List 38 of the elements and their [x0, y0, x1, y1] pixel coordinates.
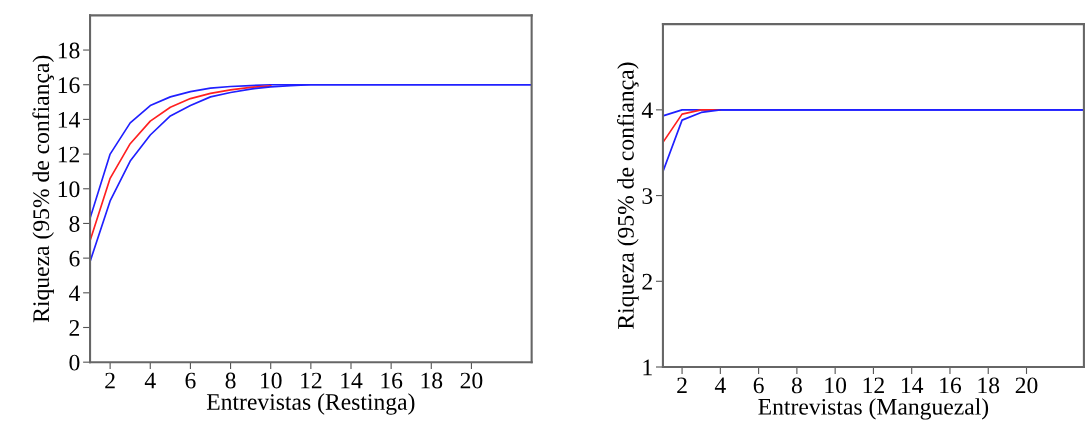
- x-tick-label: 20: [460, 372, 483, 389]
- y-tick-label: 8: [69, 215, 80, 232]
- x-tick-label: 16: [940, 377, 962, 394]
- y-tick-label: 14: [58, 112, 80, 128]
- y-tick-label: 6: [69, 250, 80, 267]
- y-tick-label: 1: [643, 359, 652, 376]
- y-tick-label: 2: [642, 273, 652, 290]
- y-tick-label: 2: [69, 320, 80, 336]
- x-tick-label: 6: [185, 372, 196, 389]
- x-tick-label: 4: [714, 377, 726, 394]
- x-tick-label: 8: [225, 372, 236, 389]
- x-axis-title: Entrevistas (Manguezal): [758, 398, 989, 420]
- y-tick-label: 18: [58, 42, 80, 59]
- y-tick-label: 0: [69, 354, 80, 371]
- x-tick-label: 2: [677, 377, 687, 394]
- x-tick-label: 14: [901, 377, 924, 394]
- x-tick-label: 20: [1015, 377, 1038, 394]
- y-tick-label: 10: [58, 181, 80, 198]
- x-tick-label: 10: [260, 372, 282, 389]
- y-tick-label: 4: [641, 102, 653, 119]
- y-tick-label: 12: [58, 146, 80, 163]
- y-tick-label: 3: [642, 188, 653, 204]
- x-axis-title: Entrevistas (Restinga): [206, 393, 415, 415]
- x-tick-label: 18: [421, 372, 443, 389]
- x-tick-label: 8: [791, 377, 802, 394]
- x-tick-label: 18: [978, 377, 1000, 394]
- x-tick-label: 16: [381, 372, 403, 389]
- x-tick-label: 12: [301, 372, 322, 389]
- x-tick-label: 6: [753, 377, 764, 394]
- y-axis-title: Riqueza (95% de confiança): [616, 62, 639, 329]
- x-tick-label: 2: [105, 372, 115, 389]
- x-tick-label: 12: [863, 377, 884, 394]
- x-tick-label: 14: [341, 372, 363, 389]
- y-tick-label: 16: [58, 77, 80, 94]
- y-tick-label: 4: [68, 285, 80, 301]
- x-tick-label: 4: [144, 372, 156, 389]
- y-axis-title: Riqueza (95% de confiança): [32, 55, 54, 323]
- x-tick-label: 10: [825, 377, 847, 394]
